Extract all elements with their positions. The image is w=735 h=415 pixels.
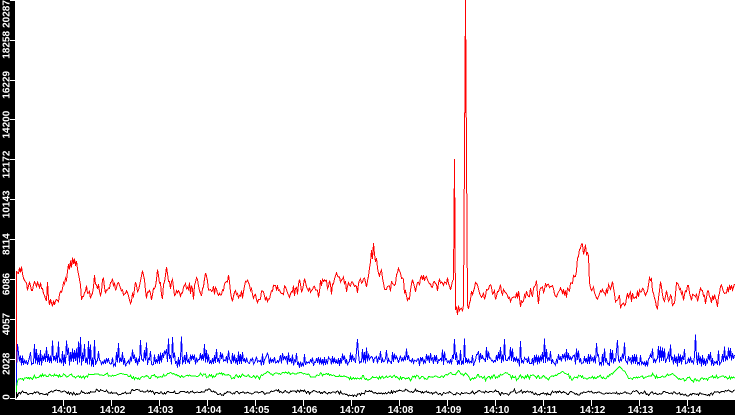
svg-text:14:03: 14:03 <box>148 405 174 415</box>
svg-text:8114: 8114 <box>2 233 13 255</box>
svg-text:14:07: 14:07 <box>340 405 366 415</box>
svg-text:2028: 2028 <box>2 352 13 375</box>
svg-text:14:14: 14:14 <box>676 405 702 415</box>
svg-text:20287: 20287 <box>2 0 13 28</box>
svg-text:14:06: 14:06 <box>292 405 318 415</box>
svg-text:6086: 6086 <box>2 272 13 295</box>
svg-text:14:02: 14:02 <box>100 405 126 415</box>
svg-text:10143: 10143 <box>2 190 13 218</box>
svg-text:14:04: 14:04 <box>196 405 222 415</box>
svg-text:14:01: 14:01 <box>52 405 78 415</box>
svg-text:14:11: 14:11 <box>532 405 557 415</box>
svg-text:0: 0 <box>2 394 13 400</box>
svg-text:14200: 14200 <box>2 110 13 138</box>
svg-text:14:08: 14:08 <box>388 405 414 415</box>
svg-text:14:09: 14:09 <box>436 405 462 415</box>
svg-text:12172: 12172 <box>2 150 13 178</box>
svg-text:14:05: 14:05 <box>244 405 270 415</box>
svg-text:16229: 16229 <box>2 70 13 98</box>
svg-text:18258: 18258 <box>2 31 13 59</box>
svg-text:4057: 4057 <box>2 312 13 335</box>
svg-text:14:10: 14:10 <box>484 405 510 415</box>
svg-text:14:13: 14:13 <box>628 405 654 415</box>
svg-text:14:12: 14:12 <box>580 405 606 415</box>
